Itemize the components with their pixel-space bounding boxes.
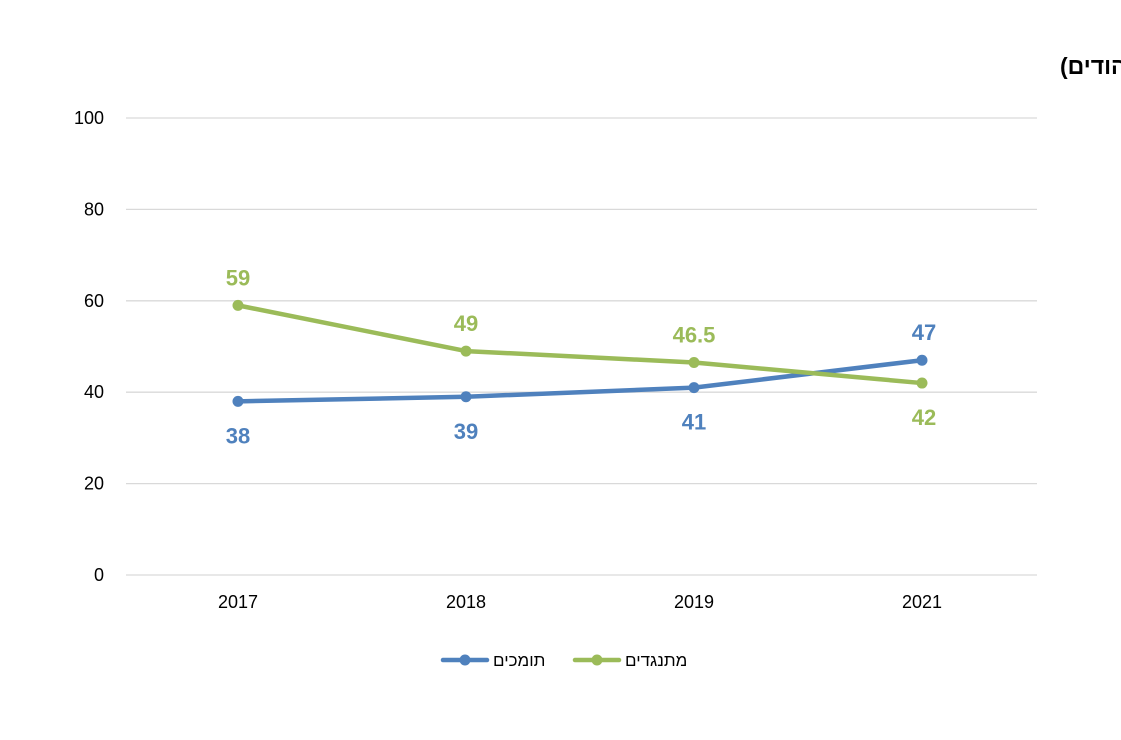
data-label: 49 [454,311,478,336]
x-axis-ticks: 2017 2018 2019 2021 [218,592,942,612]
y-tick-label: 0 [94,565,104,585]
data-point [688,356,700,368]
legend-label: מתנגדים [625,651,687,670]
x-tick-label: 2021 [902,592,942,612]
x-tick-label: 2017 [218,592,258,612]
data-point [688,382,700,394]
legend-label: תומכים [493,651,545,670]
data-label: 46.5 [673,322,716,347]
series-opponents [232,299,928,389]
y-axis-ticks: 0 20 40 60 80 100 [74,108,104,585]
data-labels: 38 39 41 47 59 49 46.5 42 [226,265,936,448]
data-point [460,345,472,357]
data-label: 38 [226,423,250,448]
x-tick-label: 2019 [674,592,714,612]
legend-item-supporters: תומכים [440,651,545,670]
data-label: 39 [454,419,478,444]
data-label: 42 [912,405,936,430]
y-tick-label: 60 [84,291,104,311]
series-supporters [232,354,928,407]
data-point [232,299,244,311]
legend: תומכים מתנגדים [440,651,687,670]
data-point [460,391,472,403]
data-point [916,377,928,389]
data-label: 41 [682,410,706,435]
data-label: 59 [226,265,250,290]
data-label: 47 [912,320,936,345]
legend-marker [459,654,471,666]
series-layer [232,299,928,407]
y-tick-label: 40 [84,382,104,402]
gridlines [126,117,1037,576]
legend-marker [591,654,603,666]
y-tick-label: 100 [74,108,104,128]
y-tick-label: 20 [84,474,104,494]
x-tick-label: 2018 [446,592,486,612]
data-point [232,395,244,407]
data-point [916,354,928,366]
chart-title: מתנגדים/ תומכים בביטול גיוס החובה וביסוס… [1060,53,1121,79]
series-line [235,357,925,404]
y-tick-label: 80 [84,199,104,219]
series-line [235,303,925,386]
legend-item-opponents: מתנגדים [572,651,687,670]
